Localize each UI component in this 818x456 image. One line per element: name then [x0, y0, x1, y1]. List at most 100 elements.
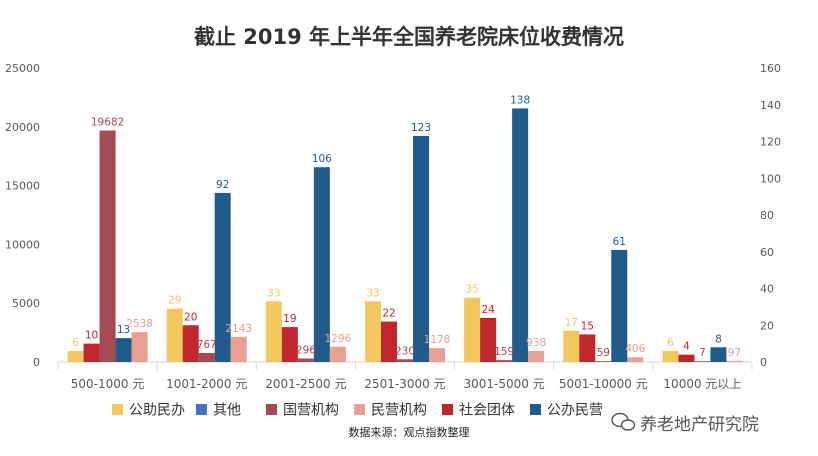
- bar-民营机构-0: [131, 332, 148, 362]
- bar-公办民营-4: [512, 108, 529, 362]
- x-tick-label: 2501-3000 元: [364, 377, 445, 391]
- bar-公办民营-3: [413, 135, 429, 362]
- legend-label-社会团体: 社会团体: [459, 403, 515, 419]
- bars: [67, 108, 743, 362]
- bar-国营机构-5: [595, 361, 612, 362]
- bar-国营机构-0: [99, 130, 116, 362]
- y-left-tick-label: 5000: [12, 297, 40, 310]
- data-label-公办民营-1: 92: [216, 179, 229, 191]
- data-label-公办民营-4: 138: [510, 94, 530, 106]
- y-left-tick-label: 20000: [5, 121, 40, 134]
- bar-国营机构-6: [694, 361, 711, 362]
- grid-lines: [57, 361, 753, 370]
- data-label-公助民办-0: 6: [72, 337, 79, 349]
- wechat-icon: [611, 412, 636, 431]
- y-right-tick-label: 20: [760, 319, 774, 332]
- data-label-社会团体-2: 19: [283, 313, 296, 325]
- data-label-社会团体-6: 4: [683, 341, 690, 353]
- data-label-社会团体-0: 10: [85, 330, 98, 342]
- data-label-民营机构-6: 97: [728, 347, 741, 359]
- y-right-tick-label: 140: [760, 99, 781, 112]
- legend-label-公办民营: 公办民营: [547, 403, 603, 419]
- bar-国营机构-4: [496, 360, 513, 362]
- chart-title: 截止 2019 年上半年全国养老院床位收费情况: [194, 25, 624, 49]
- data-label-民营机构-3: 1178: [424, 334, 451, 346]
- y-right-tick-label: 120: [760, 136, 781, 149]
- x-tick-label: 2001-2500 元: [265, 377, 346, 391]
- x-tick-label: 5001-10000 元: [559, 377, 648, 391]
- data-label-民营机构-4: 938: [526, 337, 546, 349]
- y-right-tick-label: 100: [760, 172, 781, 185]
- bar-公办民营-2: [313, 167, 330, 362]
- source-note: 数据来源：观点指数整理: [349, 425, 470, 439]
- data-label-社会团体-5: 15: [581, 320, 594, 332]
- bar-社会团体-1: [182, 325, 199, 362]
- legend: 公助民办 其他 国营机构 民营机构 社会团体 公办民营: [112, 403, 603, 419]
- y-right-tick-label: 0: [760, 356, 767, 369]
- bar-社会团体-4: [480, 317, 497, 362]
- y-left-tick-label: 0: [33, 356, 40, 369]
- legend-label-民营机构: 民营机构: [371, 403, 427, 419]
- watermark-text: 养老地产研究院: [640, 415, 759, 435]
- data-label-民营机构-0: 2538: [126, 318, 153, 330]
- bar-公助民办-1: [166, 308, 183, 362]
- data-label-公办民营-0: 13: [117, 324, 130, 336]
- bar-社会团体-6: [678, 354, 695, 362]
- bar-公助民办-4: [464, 297, 481, 362]
- x-tick-label: 10000 元以上: [663, 377, 741, 391]
- y-right-tick-label: 40: [760, 283, 774, 296]
- x-tick-label: 1001-2000 元: [166, 377, 247, 391]
- bar-公助民办-2: [265, 301, 282, 362]
- bar-国营机构-2: [297, 358, 314, 362]
- bar-国营机构-3: [397, 359, 413, 362]
- data-label-民营机构-1: 2143: [225, 323, 252, 335]
- data-label-国营机构-2: 296: [296, 345, 316, 357]
- legend-swatch-社会团体: [442, 404, 453, 415]
- y-right-tick-label: 160: [760, 62, 781, 75]
- bar-公助民办-6: [662, 350, 679, 362]
- bar-民营机构-1: [230, 336, 247, 362]
- data-label-公办民营-6: 8: [715, 333, 722, 345]
- data-label-公办民营-2: 106: [312, 153, 332, 165]
- bar-公助民办-3: [365, 301, 381, 362]
- data-label-民营机构-5: 406: [625, 343, 645, 355]
- axes: 0 5000 10000 15000 20000 25000 0 20 40 60 80 100 120…: [5, 62, 781, 391]
- data-label-国营机构-1: 767: [197, 339, 217, 351]
- bar-公助民办-5: [563, 330, 580, 362]
- bar-民营机构-2: [329, 346, 346, 362]
- x-tick-label: 500-1000 元: [71, 377, 145, 391]
- bar-公办民营-5: [611, 249, 628, 362]
- legend-label-其他: 其他: [213, 403, 241, 419]
- y-right-tick-label: 80: [760, 209, 774, 222]
- data-label-国营机构-0: 19682: [91, 117, 124, 129]
- bar-社会团体-3: [381, 321, 397, 362]
- y-left-tick-label: 25000: [5, 62, 40, 75]
- data-labels: 6 29 33 33 35 17 6 10 20 19 22 24 15 4 19682 767 296 230 1…: [72, 94, 741, 359]
- bar-民营机构-4: [528, 350, 545, 362]
- x-tick-label: 3001-5000 元: [464, 377, 545, 391]
- bar-民营机构-3: [429, 348, 445, 362]
- data-label-公助民办-4: 35: [465, 284, 478, 296]
- data-label-公助民办-6: 6: [667, 337, 674, 349]
- bar-公办民营-6: [710, 347, 727, 362]
- data-label-民营机构-2: 1296: [324, 333, 351, 345]
- data-label-公助民办-1: 29: [168, 295, 181, 307]
- y-right-tick-label: 60: [760, 246, 774, 259]
- data-label-国营机构-6: 7: [699, 347, 706, 359]
- data-label-国营机构-3: 230: [395, 345, 415, 357]
- data-label-社会团体-3: 22: [382, 308, 395, 320]
- legend-swatch-公办民营: [530, 404, 541, 415]
- bar-民营机构-6: [726, 360, 743, 362]
- y-left-tick-label: 15000: [5, 180, 40, 193]
- watermark: 养老地产研究院: [611, 412, 759, 435]
- bar-国营机构-1: [198, 352, 215, 362]
- bar-民营机构-5: [627, 357, 644, 362]
- data-label-社会团体-4: 24: [481, 304, 495, 316]
- data-label-公助民办-5: 17: [565, 317, 578, 329]
- data-label-国营机构-5: 59: [597, 347, 610, 359]
- legend-label-公助民办: 公助民办: [129, 403, 185, 419]
- legend-swatch-其他: [196, 404, 207, 415]
- bar-社会团体-5: [579, 334, 596, 362]
- data-label-公办民营-3: 123: [411, 122, 431, 134]
